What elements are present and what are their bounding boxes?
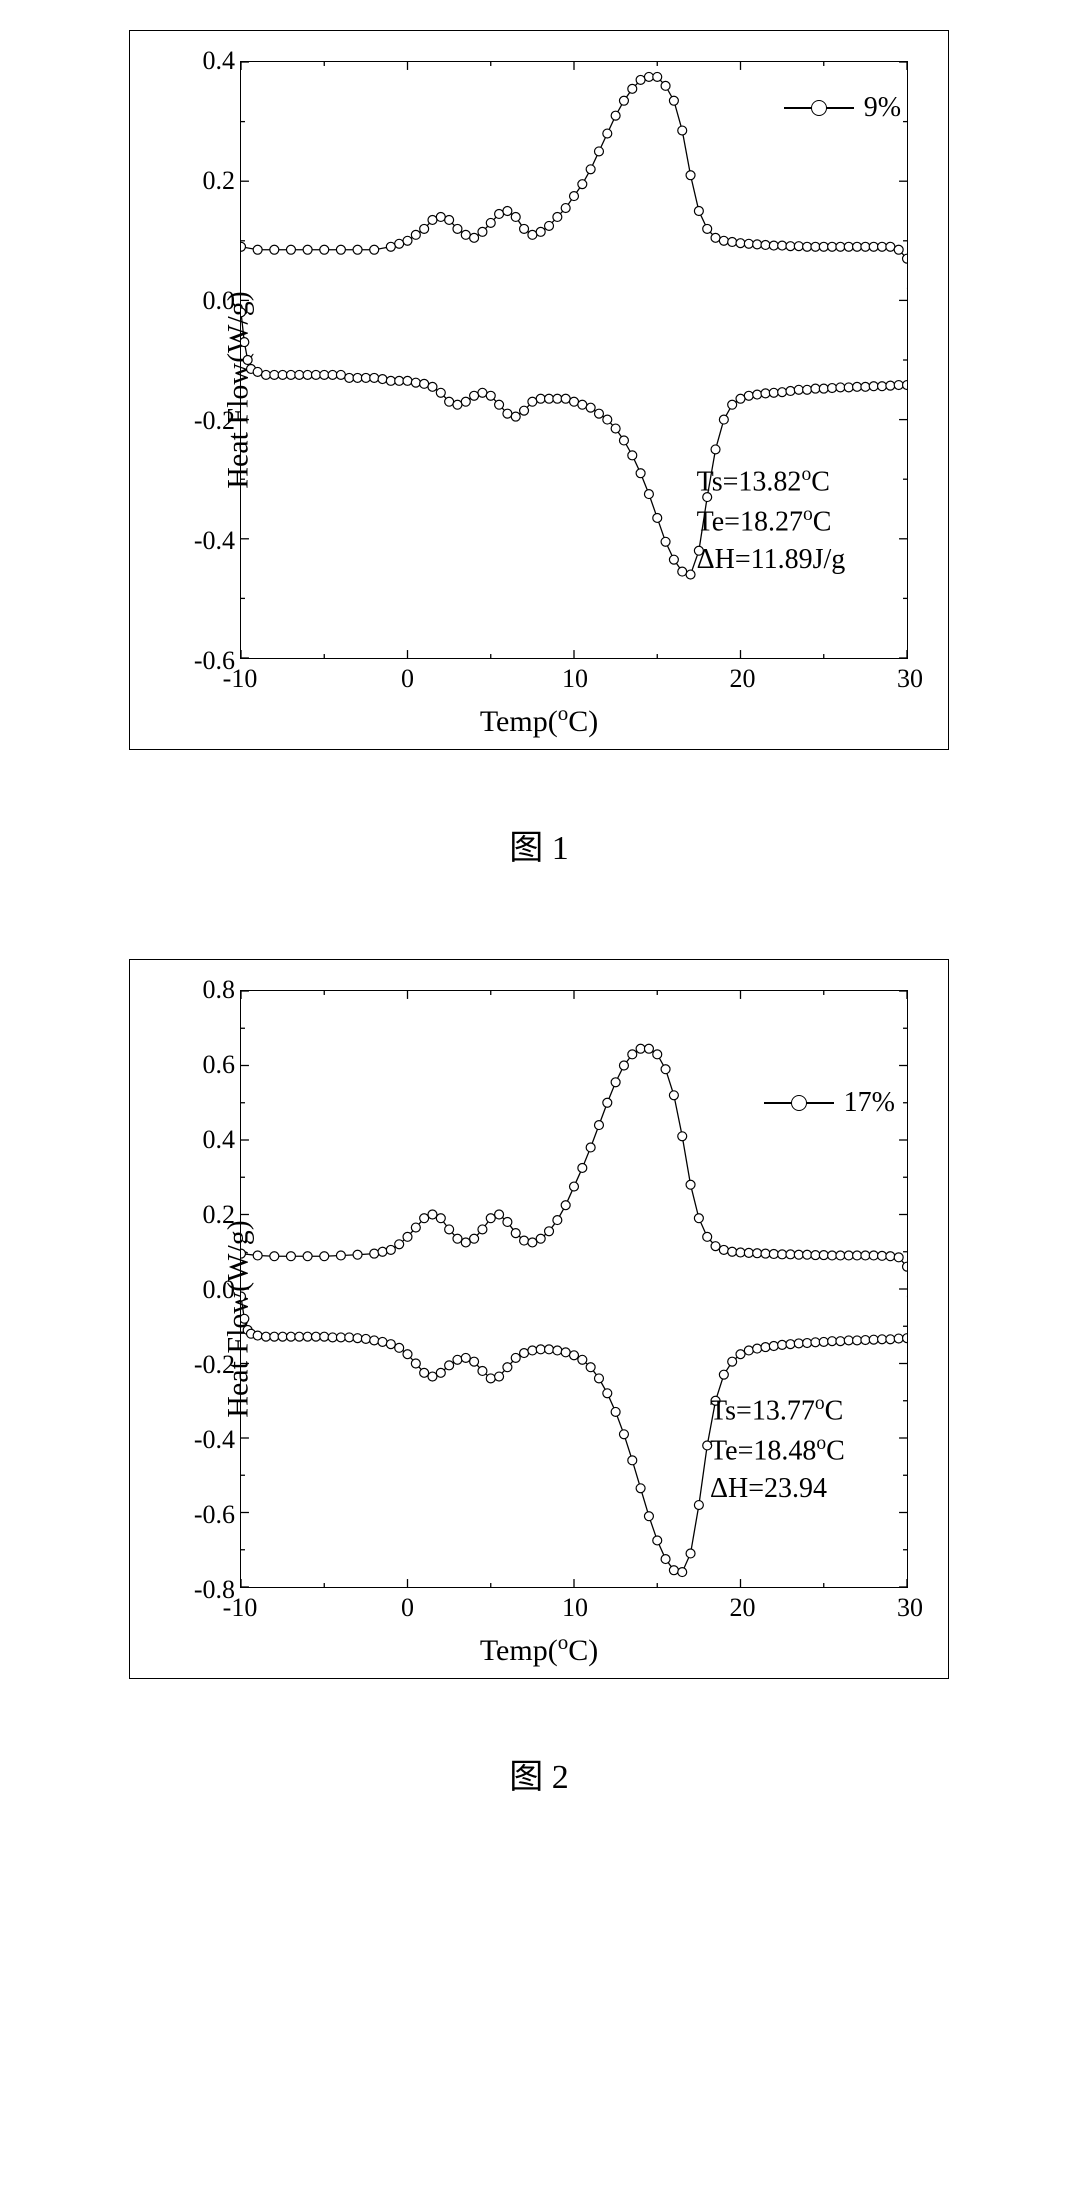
chart-1-annot-dh: ΔH=11.89J/g [697,544,846,576]
ytick-label: -0.4 [175,1425,235,1455]
xtick-label: 30 [897,1593,923,1623]
chart-2-xlabel: Temp(oC) [480,1630,598,1668]
chart-1-annot-ts: Ts=13.82oC [697,464,830,498]
chart-2-annot-ts: Ts=13.77oC [710,1393,843,1427]
chart-2-frame: Heat Flow(W/g) Temp(oC) 17% Ts=13.77oC T… [129,959,949,1679]
chart-2-legend: 17% [764,1087,895,1119]
ytick-label: 0.4 [175,46,235,76]
legend-marker-icon [811,100,827,116]
ytick-label: -0.2 [175,1350,235,1380]
ytick-label: -0.6 [175,646,235,676]
page: Heat Flow(W/g) Temp(oC) 9% Ts=13.82oC Te… [0,0,1078,1908]
ytick-label: -0.2 [175,406,235,436]
chart-2-annot-te: Te=18.48oC [710,1433,845,1467]
ytick-label: -0.6 [175,1500,235,1530]
chart-2-annot-dh: ΔH=23.94 [710,1473,827,1505]
xtick-label: 30 [897,664,923,694]
legend-marker-icon [791,1095,807,1111]
xtick-label: 10 [562,1593,588,1623]
ytick-label: -0.8 [175,1575,235,1605]
xtick-label: 10 [562,664,588,694]
chart-1-plot-area: 9% Ts=13.82oC Te=18.27oC ΔH=11.89J/g [240,61,908,659]
legend-label: 17% [844,1087,895,1119]
figure-2: Heat Flow(W/g) Temp(oC) 17% Ts=13.77oC T… [0,939,1078,1868]
xtick-label: 20 [730,664,756,694]
ytick-label: -0.4 [175,526,235,556]
chart-1-caption: 图 1 [509,820,569,869]
chart-1-frame: Heat Flow(W/g) Temp(oC) 9% Ts=13.82oC Te… [129,30,949,750]
ytick-label: 0.0 [175,1275,235,1305]
ytick-label: 0.0 [175,286,235,316]
chart-1-legend: 9% [784,92,901,124]
xtick-label: 20 [730,1593,756,1623]
ytick-label: 0.8 [175,975,235,1005]
chart-2-plot-area: 17% Ts=13.77oC Te=18.48oC ΔH=23.94 [240,990,908,1588]
xtick-label: 0 [401,664,414,694]
ytick-label: 0.4 [175,1125,235,1155]
ytick-label: 0.6 [175,1050,235,1080]
chart-1-annot-te: Te=18.27oC [697,504,832,538]
chart-2-caption: 图 2 [509,1749,569,1798]
legend-line-icon [784,107,854,109]
chart-1-xlabel: Temp(oC) [480,701,598,739]
figure-1: Heat Flow(W/g) Temp(oC) 9% Ts=13.82oC Te… [0,10,1078,939]
xtick-label: 0 [401,1593,414,1623]
ytick-label: 0.2 [175,1200,235,1230]
legend-line-icon [764,1102,834,1104]
legend-label: 9% [864,92,901,124]
ytick-label: 0.2 [175,166,235,196]
